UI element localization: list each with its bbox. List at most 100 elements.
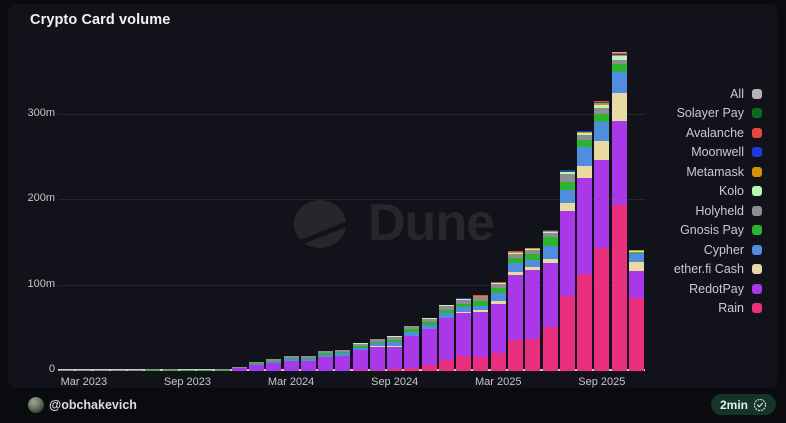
legend-label: Cypher [703,242,744,257]
bar-segment-redotpay [300,361,316,371]
bar-segment-rain [611,204,627,371]
legend-item-rain[interactable]: Rain [674,299,762,319]
bar-nov-2024[interactable] [421,318,437,371]
bar-segment-gnosis-pay [594,113,610,122]
bar-jun-2023[interactable] [128,370,144,371]
bar-segment-redotpay [283,360,299,371]
bar-may-2024[interactable] [318,350,334,371]
bar-apr-2024[interactable] [300,356,316,371]
bar-segment-ether-fi-cash [473,310,489,313]
bar-segment-gnosis-pay [300,358,316,360]
legend-item-all[interactable]: All [674,84,762,104]
legend-swatch [752,166,762,177]
bar-segment-holyheld [577,134,593,140]
bar-segment-rain [456,356,472,371]
bar-segment-holyheld [352,343,368,347]
legend-item-avalanche[interactable]: Avalanche [674,123,762,143]
bar-nov-2023[interactable] [214,369,230,371]
bar-segment-holyheld [628,251,644,253]
bar-segment-gnosis-pay [438,309,454,314]
bar-segment-redotpay [628,271,644,298]
legend-swatch [752,244,762,255]
legend-item-solayer-pay[interactable]: Solayer Pay [674,104,762,124]
bar-segment-kolo [559,172,575,174]
bar-dec-2024[interactable] [438,304,454,371]
bar-segment-rain [559,295,575,371]
legend-swatch [752,205,762,216]
legend-item-ether-fi-cash[interactable]: ether.fi Cash [674,260,762,280]
bar-segment-rain [404,367,420,371]
legend-item-kolo[interactable]: Kolo [674,182,762,202]
bar-segment-rain [369,369,385,371]
author-handle[interactable]: @obchakevich [49,398,137,412]
legend-item-cypher[interactable]: Cypher [674,240,762,260]
bar-segment-kolo [577,132,593,135]
bar-oct-2023[interactable] [197,369,213,371]
bar-jul-2024[interactable] [352,343,368,371]
bar-segment-gnosis-pay [369,341,385,344]
legend-item-redotpay[interactable]: RedotPay [674,279,762,299]
refresh-badge[interactable]: 2min [710,394,776,415]
bar-segment-ether-fi-cash [421,328,437,330]
legend-label: Rain [718,301,744,316]
bar-jul-2025[interactable] [559,170,575,371]
bar-nov-2025[interactable] [628,249,644,371]
bar-may-2025[interactable] [525,247,541,371]
dune-logo-icon [294,200,346,248]
bar-segment-redotpay [318,356,334,371]
bar-sep-2023[interactable] [179,369,195,371]
bar-segment-cypher [335,353,351,356]
bar-jul-2023[interactable] [145,369,161,371]
bar-segment-cypher [542,246,558,260]
bar-jun-2024[interactable] [335,349,351,371]
bar-segment-metamask [611,54,627,57]
bar-segment-redotpay [473,312,489,357]
legend-item-holyheld[interactable]: Holyheld [674,201,762,221]
bar-apr-2025[interactable] [508,251,523,371]
bar-segment-rain [421,364,437,371]
bar-segment-holyheld [490,284,506,288]
bar-jan-2025[interactable] [456,298,472,371]
legend-swatch [752,186,762,197]
legend-item-gnosis-pay[interactable]: Gnosis Pay [674,221,762,241]
legend-item-metamask[interactable]: Metamask [674,162,762,182]
bar-oct-2024[interactable] [404,325,420,371]
bar-aug-2023[interactable] [162,369,178,371]
bar-segment-gnosis-pay [266,360,282,362]
bar-mar-2025[interactable] [490,282,506,371]
legend-swatch [752,225,762,236]
bar-feb-2024[interactable] [266,359,282,371]
bar-segment-rain [628,297,644,371]
bar-segment-metamask [594,102,610,105]
legend-label: Metamask [686,164,744,179]
bar-aug-2024[interactable] [369,338,385,371]
bar-oct-2025[interactable] [611,52,627,371]
bar-sep-2025[interactable] [594,100,610,371]
bar-segment-cypher [404,331,420,336]
bar-segment-kolo [594,104,610,108]
legend-swatch [752,88,762,99]
bar-segment-kolo [542,231,558,233]
bar-segment-cypher [559,189,575,204]
legend-item-moonwell[interactable]: Moonwell [674,143,762,163]
bar-jan-2024[interactable] [249,361,265,371]
bar-mar-2024[interactable] [283,356,299,371]
bar-dec-2023[interactable] [231,366,247,371]
bar-segment-gnosis-pay [490,287,506,294]
bar-aug-2025[interactable] [577,130,593,371]
bar-segment-cypher [266,361,282,364]
author-avatar[interactable] [28,397,44,413]
bar-sep-2024[interactable] [387,336,403,371]
bar-segment-redotpay [421,329,437,365]
bar-segment-moonwell [508,251,523,253]
bar-segment-kolo [525,249,541,251]
bar-segment-cypher [369,343,385,347]
bar-segment-moonwell [594,102,610,103]
bar-segment-gnosis-pay [335,352,351,354]
bar-segment-redotpay [335,355,351,371]
bar-segment-holyheld [421,318,437,322]
bar-segment-gnosis-pay [542,237,558,247]
bar-segment-gnosis-pay [249,362,265,364]
bar-jun-2025[interactable] [542,230,558,371]
bar-feb-2025[interactable] [473,295,489,371]
